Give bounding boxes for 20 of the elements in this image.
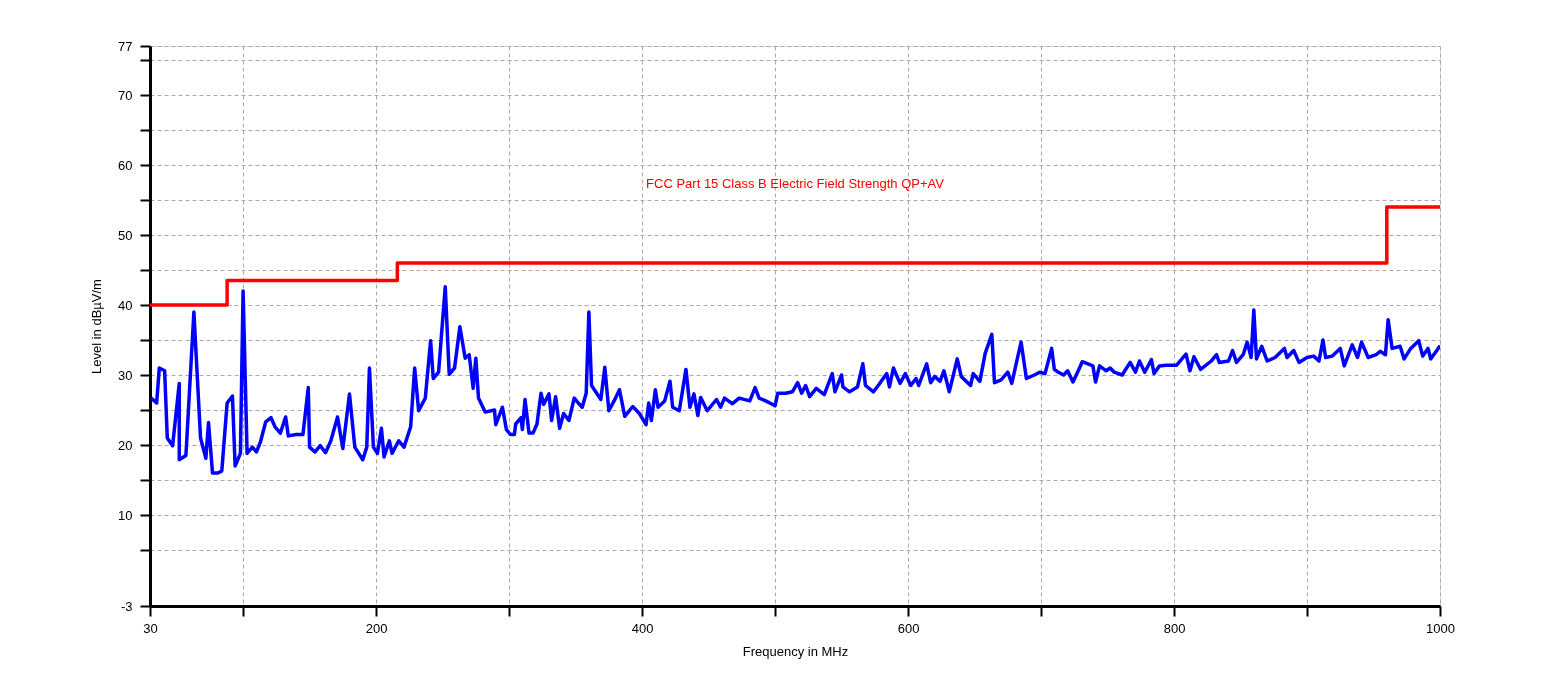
x-tick-label: 30 xyxy=(143,620,158,636)
text: FCC Part 15 Class B Electric Field Strength QP+AV xyxy=(646,176,945,191)
y-tick-label: 20 xyxy=(118,437,133,453)
line-series xyxy=(150,205,1440,307)
x-tick-label: 1000 xyxy=(1426,620,1455,636)
x-tick-label: 800 xyxy=(1163,620,1186,636)
y-tick-label: 50 xyxy=(118,227,133,243)
x-tick-label: 200 xyxy=(365,620,388,636)
y-tick-label: 70 xyxy=(118,87,133,103)
y-tick-label: 30 xyxy=(118,367,133,383)
line-series xyxy=(150,285,1440,475)
y-tick-label: 77 xyxy=(118,38,133,54)
y-tick-label: 40 xyxy=(118,297,133,313)
y-tick-label: 10 xyxy=(118,507,133,523)
y-tick-label: 60 xyxy=(118,157,133,173)
x-axis-title: Frequency in MHz xyxy=(742,643,849,659)
y-axis-title: Level in dBµV/m xyxy=(89,279,105,374)
x-tick-label: 400 xyxy=(631,620,654,636)
y-tick-label: -3 xyxy=(120,598,133,614)
x-tick-label: 600 xyxy=(897,620,920,636)
